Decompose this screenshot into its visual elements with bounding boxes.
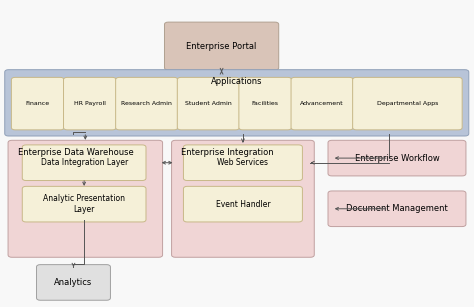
FancyBboxPatch shape bbox=[36, 265, 110, 300]
Text: Departmental Apps: Departmental Apps bbox=[377, 101, 438, 106]
FancyBboxPatch shape bbox=[291, 77, 353, 130]
FancyBboxPatch shape bbox=[8, 140, 163, 257]
Text: Analytics: Analytics bbox=[55, 278, 92, 287]
Text: Enterprise Portal: Enterprise Portal bbox=[186, 41, 257, 51]
Text: Web Services: Web Services bbox=[218, 158, 268, 167]
FancyBboxPatch shape bbox=[183, 186, 302, 222]
Text: Facilities: Facilities bbox=[252, 101, 279, 106]
Text: Applications: Applications bbox=[211, 77, 263, 86]
Text: Document Management: Document Management bbox=[346, 204, 448, 213]
Text: Finance: Finance bbox=[26, 101, 50, 106]
FancyBboxPatch shape bbox=[64, 77, 116, 130]
FancyBboxPatch shape bbox=[5, 70, 469, 136]
FancyBboxPatch shape bbox=[177, 77, 239, 130]
FancyBboxPatch shape bbox=[328, 140, 466, 176]
FancyBboxPatch shape bbox=[239, 77, 292, 130]
Text: HR Payroll: HR Payroll bbox=[74, 101, 106, 106]
Text: Research Admin: Research Admin bbox=[121, 101, 172, 106]
FancyBboxPatch shape bbox=[22, 186, 146, 222]
FancyBboxPatch shape bbox=[116, 77, 178, 130]
FancyBboxPatch shape bbox=[328, 191, 466, 227]
Text: Analytic Presentation
Layer: Analytic Presentation Layer bbox=[43, 194, 125, 214]
Text: Student Admin: Student Admin bbox=[185, 101, 232, 106]
FancyBboxPatch shape bbox=[11, 77, 64, 130]
FancyBboxPatch shape bbox=[183, 145, 302, 181]
FancyBboxPatch shape bbox=[164, 22, 279, 70]
Text: Enterprise Workflow: Enterprise Workflow bbox=[355, 154, 439, 163]
Text: Data Integration Layer: Data Integration Layer bbox=[40, 158, 128, 167]
FancyBboxPatch shape bbox=[22, 145, 146, 181]
Text: Enterprise Data Warehouse: Enterprise Data Warehouse bbox=[18, 148, 133, 157]
FancyBboxPatch shape bbox=[353, 77, 462, 130]
Text: Enterprise Integration: Enterprise Integration bbox=[181, 148, 273, 157]
Text: Event Handler: Event Handler bbox=[216, 200, 270, 209]
FancyBboxPatch shape bbox=[172, 140, 314, 257]
Text: Advancement: Advancement bbox=[300, 101, 344, 106]
